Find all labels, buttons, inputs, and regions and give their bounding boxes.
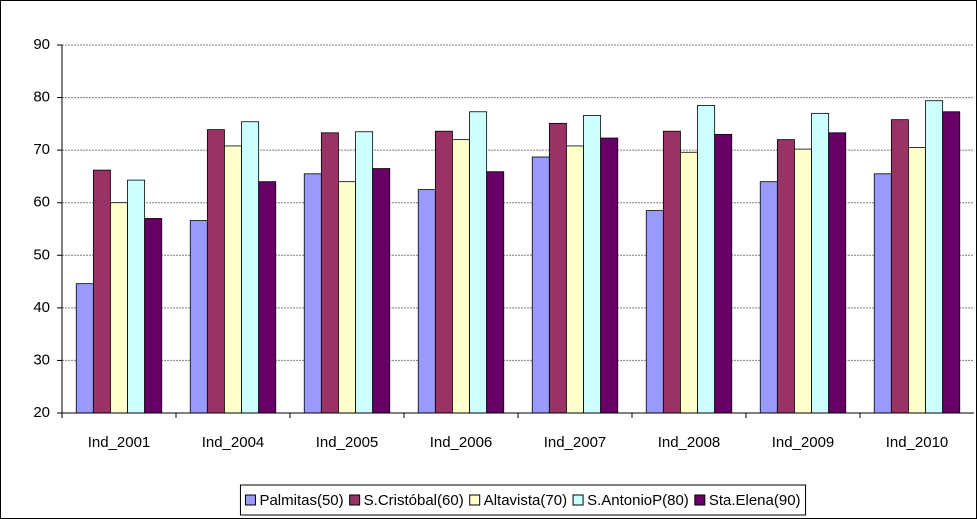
bar: [811, 112, 830, 414]
legend-label: Altavista(70): [484, 492, 567, 509]
bar: [925, 100, 944, 414]
bar: [189, 220, 208, 414]
bar: [206, 129, 225, 414]
bar: [531, 156, 550, 414]
y-tick-label: 70: [33, 141, 50, 158]
y-tick-label: 60: [33, 194, 50, 211]
x-tick-label: Ind_2006: [430, 434, 493, 451]
x-tick-label: Ind_2001: [88, 434, 151, 451]
bar: [258, 181, 277, 414]
bar: [110, 202, 128, 414]
bar: [127, 179, 146, 414]
bar: [241, 121, 260, 414]
bar: [75, 283, 94, 414]
bar: [776, 139, 795, 414]
bar: [434, 130, 453, 414]
legend-swatch: [244, 494, 256, 506]
y-tick-label: 80: [33, 89, 50, 106]
bar: [320, 132, 339, 414]
bar: [697, 105, 716, 414]
bar: [828, 132, 847, 414]
legend-swatch: [349, 494, 361, 506]
bar: [92, 169, 111, 414]
y-tick-label: 30: [33, 351, 50, 368]
legend-label: S.Cristóbal(60): [364, 492, 464, 509]
bar: [338, 181, 356, 414]
x-tick-label: Ind_2005: [316, 434, 379, 451]
bar: [645, 210, 664, 414]
bar: [662, 130, 681, 414]
y-tick-label: 40: [33, 299, 50, 316]
bar: [548, 122, 567, 414]
legend-label: S.AntonioP(80): [587, 492, 689, 509]
bar: [714, 133, 733, 414]
y-tick-label: 20: [33, 404, 50, 421]
bar: [355, 131, 374, 414]
legend-label: Palmitas(50): [259, 492, 343, 509]
bar: [303, 173, 322, 414]
x-tick-label: Ind_2007: [544, 434, 607, 451]
bar: [873, 173, 892, 414]
y-tick-label: 90: [33, 36, 50, 53]
bar: [600, 137, 619, 414]
legend-swatch: [469, 494, 481, 506]
bar: [566, 145, 584, 414]
bar: [469, 111, 488, 414]
bar: [680, 151, 698, 414]
x-tick-label: Ind_2008: [658, 434, 721, 451]
x-tick-label: Ind_2004: [202, 434, 265, 451]
bar: [144, 218, 163, 414]
legend-label: Sta.Elena(90): [709, 492, 801, 509]
bar: [890, 119, 909, 414]
bar: [942, 111, 961, 414]
legend-swatch: [572, 494, 584, 506]
bar: [759, 181, 778, 414]
x-tick-label: Ind_2010: [886, 434, 949, 451]
y-tick-label: 50: [33, 246, 50, 263]
bar: [486, 171, 505, 414]
bar: [583, 115, 602, 414]
bar: [372, 168, 391, 414]
bar: [417, 189, 436, 414]
bar: [452, 139, 470, 414]
x-tick-label: Ind_2009: [772, 434, 835, 451]
bar: [794, 148, 812, 414]
legend-box: [239, 484, 807, 516]
bar: [908, 147, 926, 414]
bar: [224, 145, 242, 414]
legend-swatch: [694, 494, 706, 506]
